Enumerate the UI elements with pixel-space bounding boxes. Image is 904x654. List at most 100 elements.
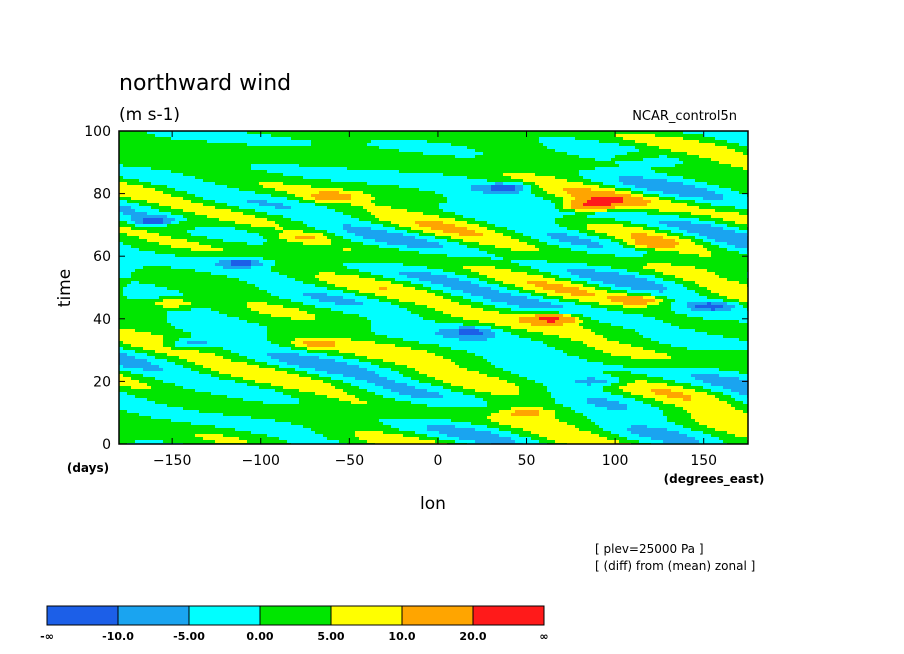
- field-cell: [691, 140, 696, 144]
- field-cell: [743, 191, 748, 195]
- field-cell: [635, 194, 640, 198]
- field-cell: [699, 185, 704, 189]
- field-cell: [523, 143, 528, 147]
- field-cell: [163, 143, 168, 147]
- field-cell: [743, 203, 748, 207]
- field-cell: [283, 137, 288, 141]
- field-cell: [595, 149, 600, 153]
- field-cell: [419, 134, 424, 138]
- field-cell: [555, 140, 560, 144]
- field-cell: [703, 194, 708, 198]
- field-cell: [231, 167, 236, 171]
- field-cell: [727, 191, 732, 195]
- field-cell: [231, 179, 236, 183]
- field-cell: [395, 143, 400, 147]
- field-cell: [479, 221, 484, 225]
- field-cell: [371, 221, 376, 225]
- field-cell: [399, 146, 404, 150]
- field-cell: [659, 137, 664, 141]
- field-cell: [291, 191, 296, 195]
- field-cell: [667, 185, 672, 189]
- field-cell: [459, 146, 464, 150]
- field-cell: [491, 215, 496, 219]
- field-cell: [547, 170, 552, 174]
- field-cell: [647, 149, 652, 153]
- field-cell: [427, 149, 432, 153]
- field-cell: [683, 152, 688, 156]
- field-cell: [631, 137, 636, 141]
- field-cell: [711, 203, 716, 207]
- field-cell: [607, 197, 612, 201]
- field-cell: [363, 164, 368, 168]
- field-cell: [519, 152, 524, 156]
- field-cell: [711, 161, 716, 165]
- field-cell: [323, 188, 328, 192]
- field-cell: [499, 143, 504, 147]
- field-cell: [735, 188, 740, 192]
- field-cell: [299, 155, 304, 159]
- field-cell: [555, 161, 560, 165]
- field-cell: [387, 212, 392, 216]
- field-cell: [255, 212, 260, 216]
- field-cell: [619, 158, 624, 162]
- field-cell: [423, 188, 428, 192]
- field-cell: [287, 185, 292, 189]
- field-cell: [523, 200, 528, 204]
- field-cell: [451, 212, 456, 216]
- field-cell: [499, 212, 504, 216]
- field-cell: [127, 200, 132, 204]
- field-cell: [555, 182, 560, 186]
- field-cell: [659, 179, 664, 183]
- field-cell: [303, 164, 308, 168]
- field-cell: [567, 197, 572, 201]
- field-cell: [487, 215, 492, 219]
- field-cell: [595, 140, 600, 144]
- field-cell: [719, 203, 724, 207]
- field-cell: [159, 179, 164, 183]
- field-cell: [563, 194, 568, 198]
- field-cell: [351, 170, 356, 174]
- field-cell: [171, 212, 176, 216]
- field-cell: [375, 170, 380, 174]
- field-cell: [363, 218, 368, 222]
- field-cell: [427, 170, 432, 174]
- field-cell: [519, 212, 524, 216]
- field-cell: [215, 197, 220, 201]
- field-cell: [159, 134, 164, 138]
- field-cell: [171, 149, 176, 153]
- field-cell: [303, 137, 308, 141]
- field-cell: [699, 158, 704, 162]
- field-cell: [627, 170, 632, 174]
- field-cell: [407, 134, 412, 138]
- field-cell: [167, 203, 172, 207]
- field-cell: [607, 173, 612, 177]
- field-cell: [335, 185, 340, 189]
- field-cell: [735, 140, 740, 144]
- field-cell: [411, 197, 416, 201]
- field-cell: [431, 143, 436, 147]
- field-cell: [691, 188, 696, 192]
- field-cell: [227, 137, 232, 141]
- field-cell: [231, 161, 236, 165]
- field-cell: [299, 221, 304, 225]
- field-cell: [699, 170, 704, 174]
- field-cell: [363, 200, 368, 204]
- field-cell: [683, 212, 688, 216]
- field-cell: [691, 209, 696, 213]
- field-cell: [527, 194, 532, 198]
- field-cell: [579, 218, 584, 222]
- field-cell: [571, 155, 576, 159]
- field-cell: [703, 206, 708, 210]
- field-cell: [555, 143, 560, 147]
- field-cell: [439, 194, 444, 198]
- field-cell: [643, 182, 648, 186]
- field-cell: [187, 191, 192, 195]
- field-cell: [535, 176, 540, 180]
- field-cell: [299, 188, 304, 192]
- field-cell: [731, 191, 736, 195]
- field-cell: [367, 206, 372, 210]
- field-cell: [699, 167, 704, 171]
- field-cell: [327, 167, 332, 171]
- field-cell: [463, 212, 468, 216]
- field-cell: [423, 176, 428, 180]
